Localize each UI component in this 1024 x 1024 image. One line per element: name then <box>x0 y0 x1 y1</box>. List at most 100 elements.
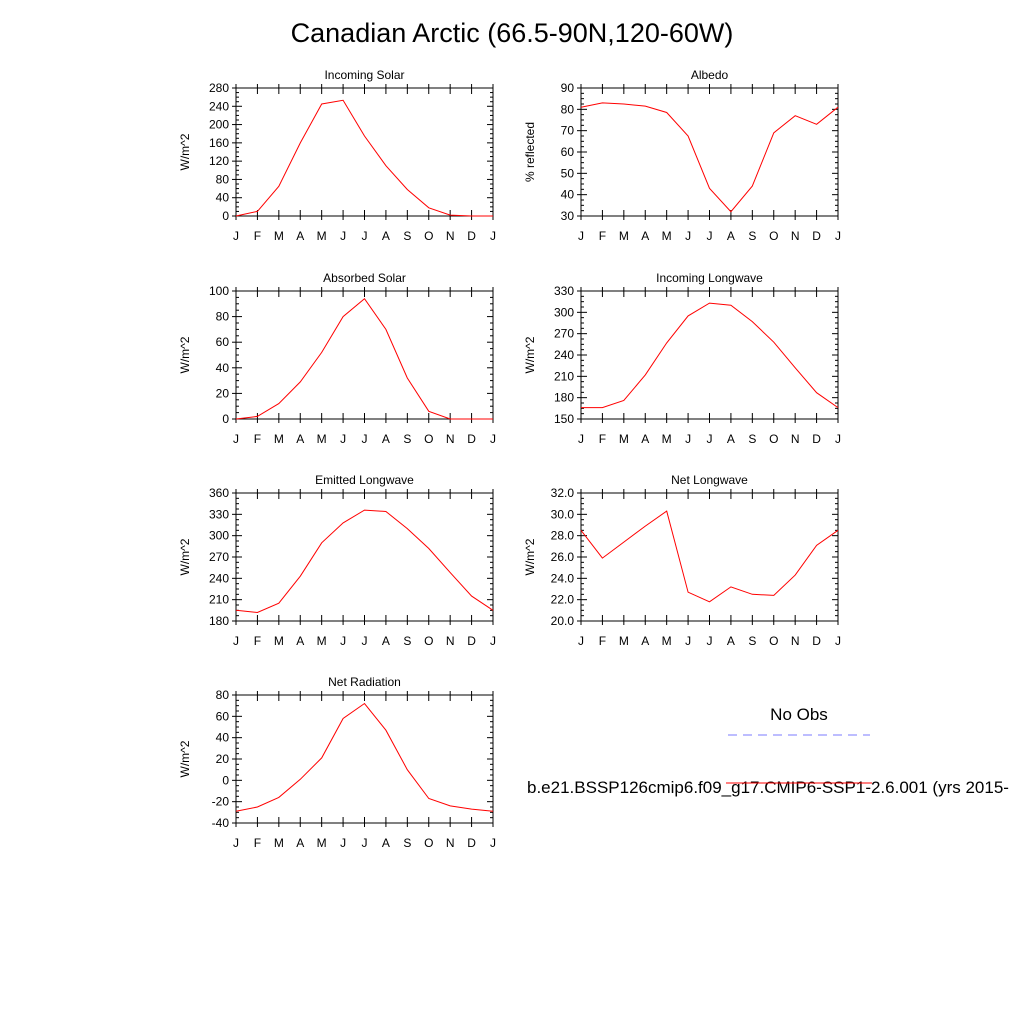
x-tick-label: M <box>274 836 284 850</box>
x-tick-label: F <box>254 229 261 243</box>
x-tick-label: J <box>578 634 584 648</box>
series-line <box>235 509 494 614</box>
x-tick-label: J <box>707 634 713 648</box>
y-tick-label: 100 <box>209 284 229 298</box>
x-tick-label: S <box>403 229 411 243</box>
x-tick-label: J <box>835 229 841 243</box>
y-tick-label: 40 <box>216 191 230 205</box>
panel-title: Incoming Solar <box>324 68 404 82</box>
x-tick-label: J <box>362 634 368 648</box>
y-axis-label: % reflected <box>523 122 537 182</box>
panel-4: Emitted Longwave W/m^2 180 210 240 270 300 330 3… <box>178 473 496 648</box>
series-line <box>235 297 493 420</box>
y-tick-label: 32.0 <box>551 486 575 500</box>
plot-frame <box>235 492 494 622</box>
x-tick-label: N <box>791 634 800 648</box>
x-tick-label: F <box>254 836 261 850</box>
panel-title: Absorbed Solar <box>323 271 406 285</box>
y-tick-label: 270 <box>554 327 574 341</box>
x-tick-label: A <box>296 836 304 850</box>
x-tick-label: A <box>727 432 735 446</box>
y-tick-label: 200 <box>209 118 229 132</box>
x-tick-label: J <box>340 229 346 243</box>
x-tick-label: M <box>317 836 327 850</box>
y-tick-label: 60 <box>561 145 575 159</box>
x-tick-label: O <box>769 229 778 243</box>
x-tick-label: A <box>382 634 390 648</box>
panel-title: Emitted Longwave <box>315 473 414 487</box>
x-tick-label: A <box>296 229 304 243</box>
y-tick-label: 160 <box>209 136 229 150</box>
legend-model: b.e21.BSSP126cmip6.f09_g17.CMIP6-SSP1-2.… <box>527 778 1009 798</box>
x-tick-label: D <box>467 634 476 648</box>
y-tick-label: 360 <box>209 486 229 500</box>
y-tick-label: 20.0 <box>551 614 575 628</box>
legend-model-swatch <box>726 782 872 784</box>
y-tick-label: 240 <box>209 571 229 585</box>
x-tick-label: A <box>382 432 390 446</box>
x-tick-label: S <box>748 634 756 648</box>
y-tick-label: 240 <box>554 348 574 362</box>
x-tick-label: D <box>812 432 821 446</box>
x-tick-label: J <box>233 432 239 446</box>
x-tick-label: J <box>685 634 691 648</box>
page-title: Canadian Arctic (66.5-90N,120-60W) <box>290 18 734 48</box>
x-tick-label: J <box>233 836 239 850</box>
panel-0: Incoming Solar W/m^2 0 40 80 120 160 200 240 280 J… <box>178 68 496 243</box>
y-axis-label: W/m^2 <box>178 133 192 170</box>
y-tick-label: 20 <box>216 752 230 766</box>
x-tick-label: M <box>274 229 284 243</box>
y-tick-label: 20 <box>216 386 230 400</box>
y-tick-label: 28.0 <box>551 529 575 543</box>
x-tick-label: O <box>424 432 433 446</box>
x-tick-label: J <box>340 432 346 446</box>
x-tick-label: J <box>340 836 346 850</box>
x-tick-label: M <box>317 229 327 243</box>
x-tick-label: N <box>791 432 800 446</box>
x-tick-label: J <box>490 432 496 446</box>
y-tick-label: 150 <box>554 412 574 426</box>
y-tick-label: 60 <box>216 709 230 723</box>
y-tick-label: 40 <box>561 188 575 202</box>
panel-5: Net Longwave W/m^2 20.0 22.0 24.0 26.0 28.0 30.… <box>523 473 841 648</box>
series-line <box>235 99 493 217</box>
series-line <box>580 102 839 213</box>
x-tick-label: N <box>446 634 455 648</box>
x-tick-label: M <box>317 634 327 648</box>
panel-title: Net Longwave <box>671 473 748 487</box>
y-tick-label: 0 <box>222 773 229 787</box>
x-tick-label: S <box>403 836 411 850</box>
panel-title: Albedo <box>691 68 729 82</box>
plot-frame <box>580 87 839 217</box>
panel-title: Net Radiation <box>328 675 401 689</box>
x-tick-label: J <box>578 432 584 446</box>
y-tick-label: 240 <box>209 99 229 113</box>
y-tick-label: 80 <box>216 688 230 702</box>
x-tick-label: J <box>685 432 691 446</box>
x-tick-label: J <box>490 229 496 243</box>
legend-obs-label: No Obs <box>770 705 828 724</box>
y-tick-label: 210 <box>554 369 574 383</box>
y-tick-label: 70 <box>561 124 575 138</box>
x-tick-label: F <box>599 432 606 446</box>
x-tick-label: A <box>382 836 390 850</box>
y-tick-label: 0 <box>222 209 229 223</box>
x-tick-label: J <box>490 836 496 850</box>
x-tick-label: S <box>748 432 756 446</box>
x-tick-label: J <box>685 229 691 243</box>
x-tick-label: M <box>662 634 672 648</box>
panel-3: Incoming Longwave W/m^2 150 180 210 240 270 300… <box>523 271 841 446</box>
x-tick-label: A <box>382 229 390 243</box>
x-tick-label: M <box>317 432 327 446</box>
x-tick-label: M <box>662 229 672 243</box>
x-tick-label: F <box>599 229 606 243</box>
x-tick-label: S <box>403 432 411 446</box>
y-tick-label: 22.0 <box>551 593 575 607</box>
y-tick-label: 40 <box>216 361 230 375</box>
series-line <box>580 510 839 603</box>
y-tick-label: 300 <box>209 529 229 543</box>
x-tick-label: A <box>727 634 735 648</box>
x-tick-label: M <box>274 432 284 446</box>
